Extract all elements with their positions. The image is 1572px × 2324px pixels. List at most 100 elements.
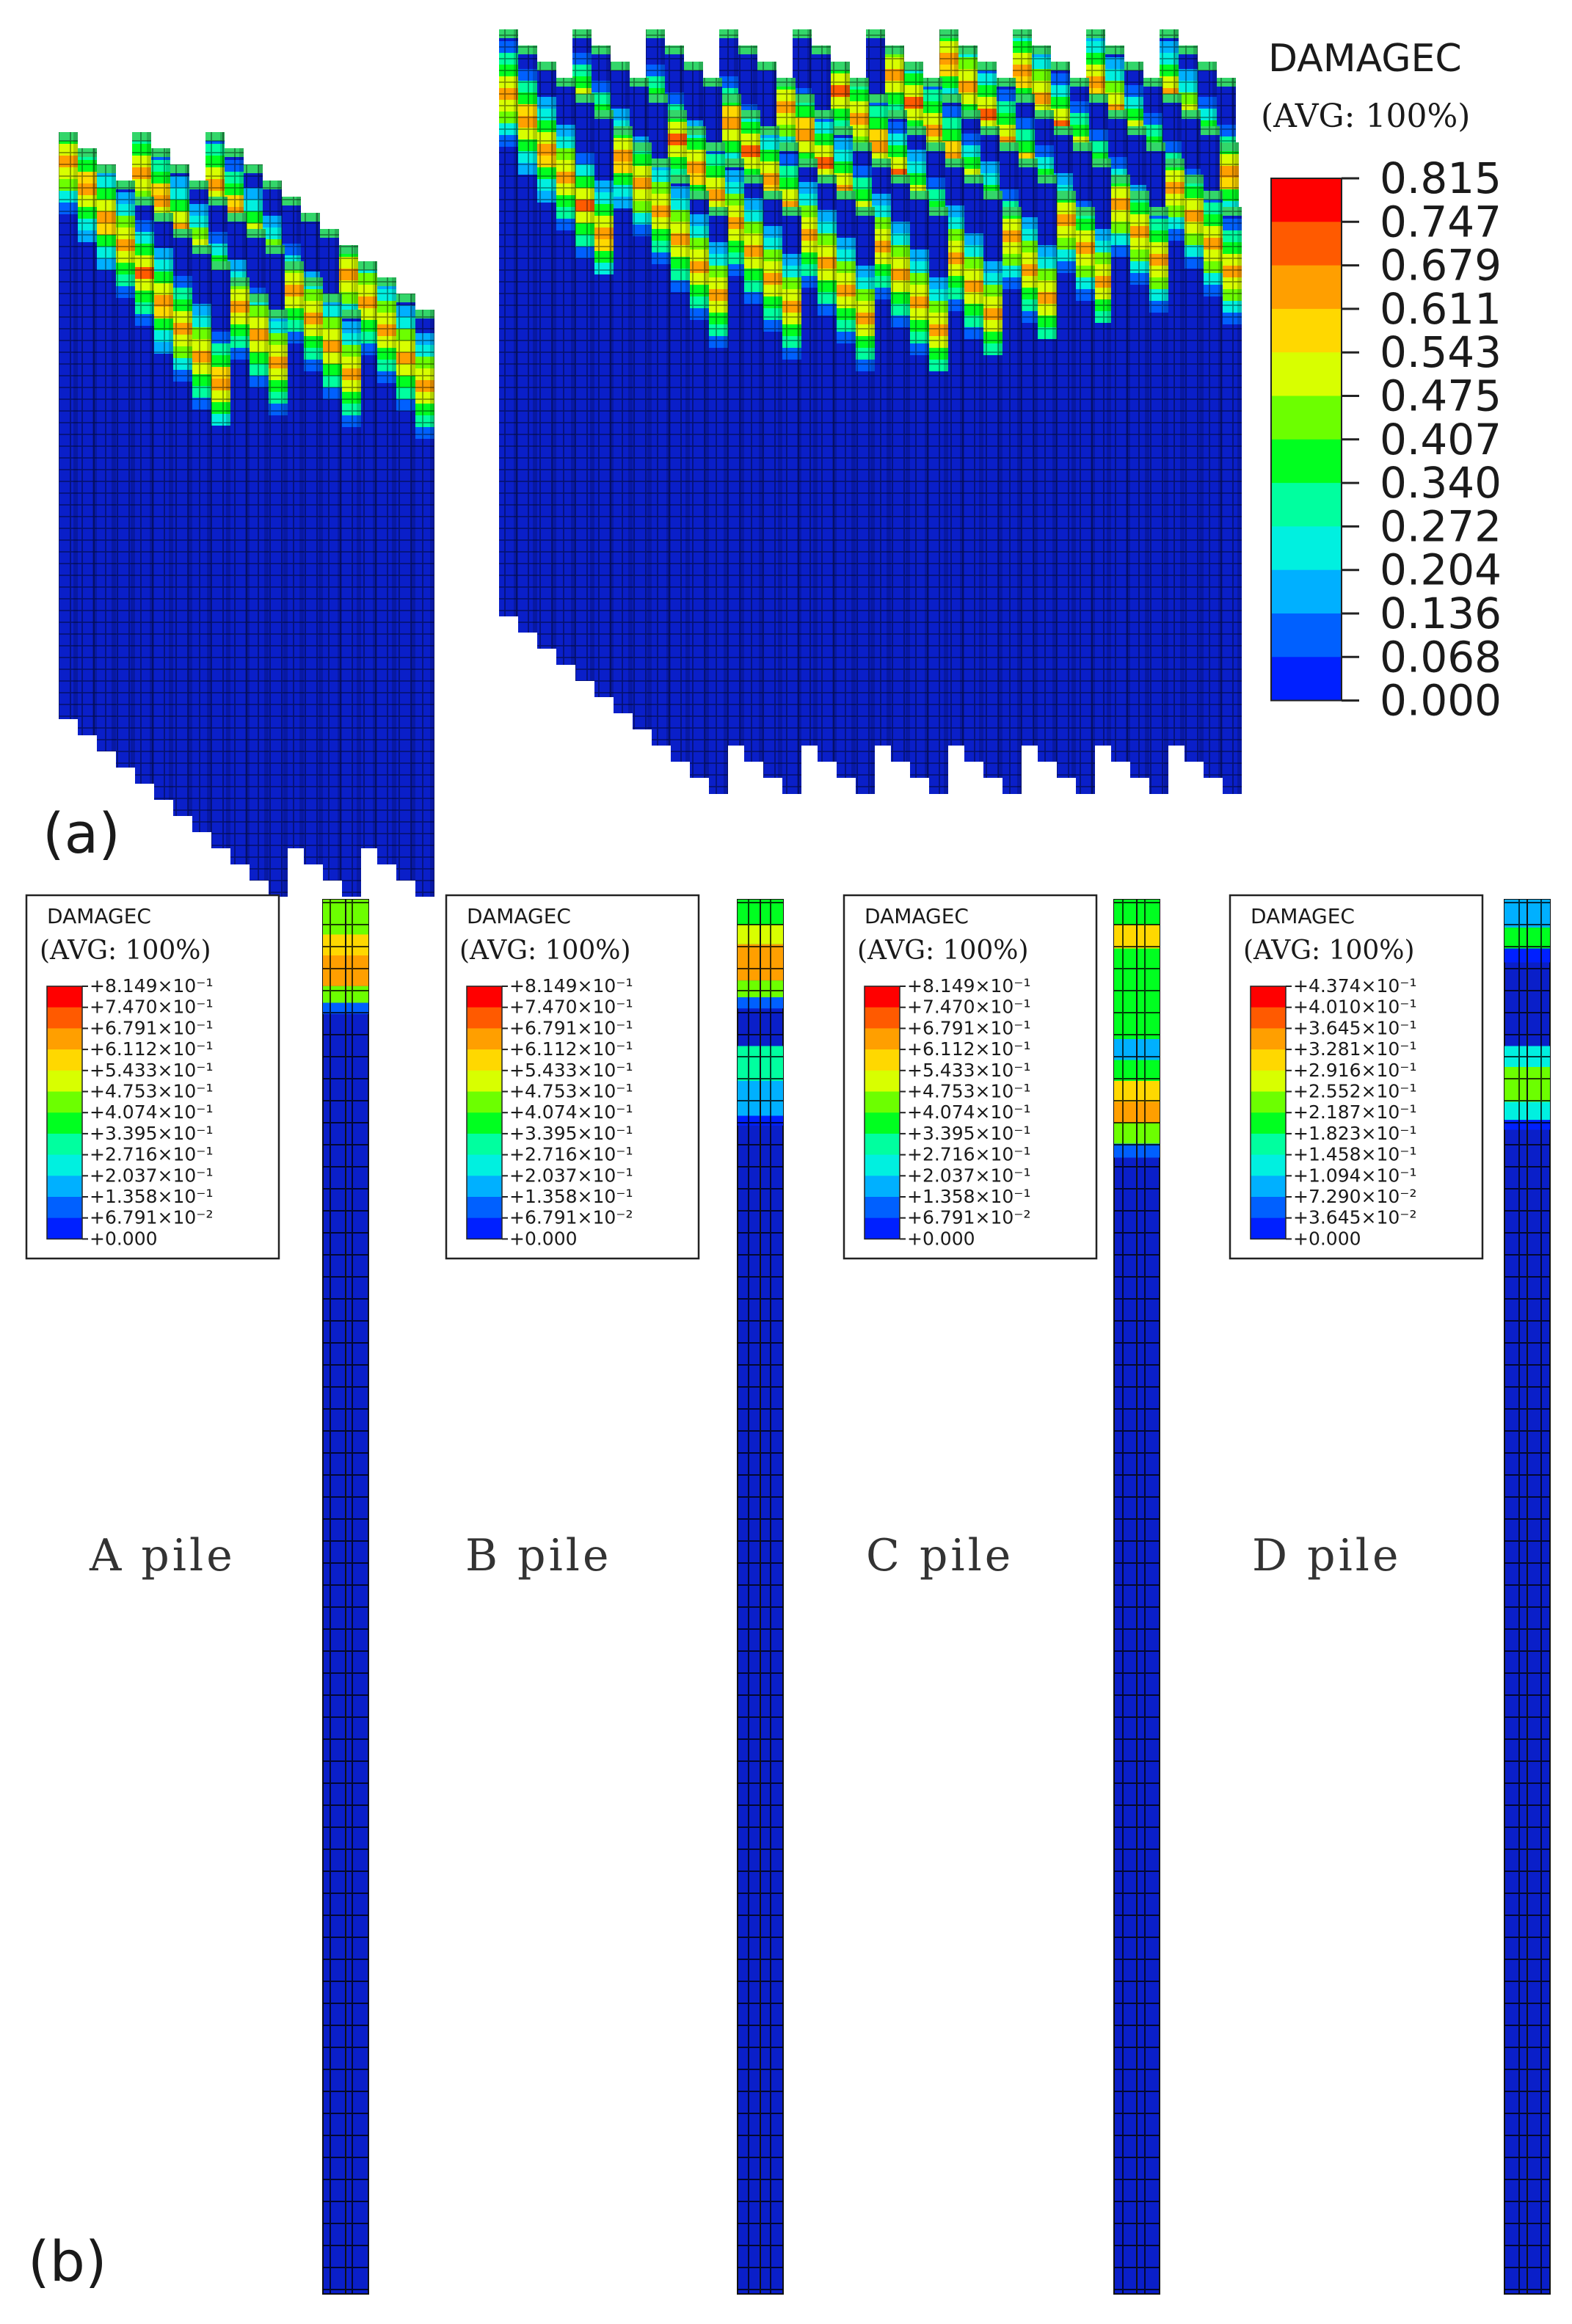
- pile-legend-swatch: [47, 1091, 82, 1113]
- pile-3d: [285, 261, 304, 848]
- pile-legend-value: +8.149×10⁻¹: [907, 975, 1031, 997]
- pile-3d: [725, 159, 744, 746]
- pile-3d: [1165, 159, 1185, 746]
- pile-3d: [250, 294, 269, 881]
- pile-3d: [633, 142, 652, 729]
- legend-a-value: 0.543: [1380, 327, 1502, 377]
- pile-legend-value: +2.552×10⁻¹: [1293, 1081, 1417, 1102]
- pile-legend-swatch: [1251, 1154, 1286, 1176]
- pile-3d: [1111, 175, 1130, 762]
- legend-a-swatch: [1271, 308, 1342, 353]
- pile-3d: [782, 207, 801, 794]
- pile-legend-swatch: [865, 1133, 900, 1155]
- pile-legend-swatch: [865, 1007, 900, 1029]
- pile-legend-swatch: [865, 1070, 900, 1092]
- pile-legend-swatch: [47, 1007, 82, 1029]
- pile-3d: [358, 261, 377, 848]
- pile-legend-swatch: [1251, 1133, 1286, 1155]
- pile-panel: DAMAGEC (AVG: 100%) +8.149×10⁻¹+7.470×10⁻¹…: [25, 894, 369, 2295]
- pile-legend-swatch: [1251, 1091, 1286, 1113]
- pile-3d: [1223, 207, 1242, 794]
- legend-a-tick-labels: 0.8150.7470.6790.6110.5430.4750.4070.340…: [1380, 153, 1502, 726]
- pile-legend-value: +7.470×10⁻¹: [907, 997, 1031, 1018]
- pile-legend-value: +5.433×10⁻¹: [90, 1060, 214, 1081]
- pile-legend-swatch: [47, 1154, 82, 1176]
- pile-legend-swatch: [467, 1217, 502, 1239]
- pile-legend-value: +0.000: [90, 1228, 158, 1249]
- pile-legend-subtitle: (AVG: 100%): [459, 936, 631, 966]
- pile-legend-value: +1.358×10⁻¹: [509, 1186, 633, 1207]
- pile-name: B pile: [465, 1530, 611, 1581]
- pile-3d: [304, 277, 323, 864]
- pile-legend-value: +4.074×10⁻¹: [907, 1101, 1031, 1123]
- pile-legend-value: +3.395×10⁻¹: [90, 1123, 214, 1144]
- pile-3d: [518, 45, 537, 633]
- pile-3d: [671, 175, 690, 762]
- pile-3d: [173, 229, 192, 816]
- pile-legend-swatch: [467, 1091, 502, 1113]
- pile-legend-swatch: [865, 986, 900, 1008]
- pile-legend-swatch: [47, 1133, 82, 1155]
- pile-3d: [135, 197, 154, 784]
- legend-a-swatch: [1271, 265, 1342, 310]
- pile-3d: [97, 164, 116, 751]
- pile-name: C pile: [866, 1530, 1014, 1581]
- pile-name: D pile: [1252, 1530, 1401, 1581]
- pile-3d: [1057, 191, 1076, 778]
- pile-legend-value: +0.000: [907, 1228, 975, 1249]
- pile-legend-value: +7.470×10⁻¹: [509, 997, 633, 1018]
- pile-legend-swatch: [1251, 1217, 1286, 1239]
- pile-3d: [323, 294, 342, 881]
- legend-a-value: 0.204: [1380, 545, 1502, 595]
- pile-legend-value: +6.112×10⁻¹: [509, 1038, 633, 1060]
- pile-3d: [269, 310, 288, 897]
- pile-legend-value: +7.290×10⁻²: [1293, 1186, 1417, 1207]
- pile-legend-swatch: [47, 1197, 82, 1219]
- pile-3d: [415, 310, 434, 897]
- pile-legend-swatch: [1251, 1049, 1286, 1071]
- pile-legend-value: +2.716×10⁻¹: [509, 1144, 633, 1165]
- pile-legend-value: +0.000: [1293, 1228, 1361, 1249]
- legend-a-swatch: [1271, 657, 1342, 702]
- pile-legend-swatch: [467, 1133, 502, 1155]
- legend-a-swatch: [1271, 352, 1342, 396]
- pile-3d: [614, 126, 633, 713]
- pile-panel: DAMAGEC (AVG: 100%) +4.374×10⁻¹+4.010×10⁻¹…: [1229, 894, 1551, 2295]
- pile-3d: [1038, 175, 1057, 762]
- pile-3d: [709, 207, 728, 794]
- legend-a-value: 0.611: [1380, 284, 1502, 334]
- legend-a-swatch: [1271, 483, 1342, 527]
- pile-legend-value: +8.149×10⁻¹: [90, 975, 214, 997]
- pile-legend-swatch: [47, 986, 82, 1008]
- pile-legend-value: +1.094×10⁻¹: [1293, 1165, 1417, 1186]
- pile-legend-swatch: [865, 1091, 900, 1113]
- pile-3d: [763, 191, 782, 778]
- pile-legend-title: DAMAGEC: [865, 904, 969, 928]
- pile-legend-value: +3.645×10⁻¹: [1293, 1017, 1417, 1038]
- pile-3d: [744, 175, 763, 762]
- pile-legend-value: +3.395×10⁻¹: [509, 1123, 633, 1144]
- pile-3d: [59, 132, 78, 719]
- pile-legend-swatch: [467, 1197, 502, 1219]
- pile-legend-value: +1.358×10⁻¹: [907, 1186, 1031, 1207]
- pile-legend-value: +2.037×10⁻¹: [907, 1165, 1031, 1186]
- pile-3d: [230, 277, 250, 864]
- pile-legend-value: +2.716×10⁻¹: [90, 1144, 214, 1165]
- pile-legend-value: +6.791×10⁻²: [90, 1207, 214, 1228]
- legend-a-swatch: [1271, 439, 1342, 484]
- pile-3d: [537, 62, 556, 649]
- pile-3d: [211, 261, 230, 848]
- legend-a-swatch: [1271, 613, 1342, 658]
- pile-name: A pile: [89, 1530, 236, 1581]
- legend-a-swatch: [1271, 178, 1342, 222]
- pile-legend-value: +4.074×10⁻¹: [509, 1101, 633, 1123]
- pile-legend-subtitle: (AVG: 100%): [40, 936, 211, 966]
- pile-legend-swatch: [467, 1154, 502, 1176]
- pile-legend-title: DAMAGEC: [1251, 904, 1355, 928]
- pile-legend-value: +1.823×10⁻¹: [1293, 1123, 1417, 1144]
- legend-a-value: 0.068: [1380, 632, 1502, 682]
- pile-3d: [78, 148, 97, 735]
- pile-legend-value: +6.791×10⁻¹: [90, 1017, 214, 1038]
- legend-a-value: 0.000: [1380, 676, 1502, 726]
